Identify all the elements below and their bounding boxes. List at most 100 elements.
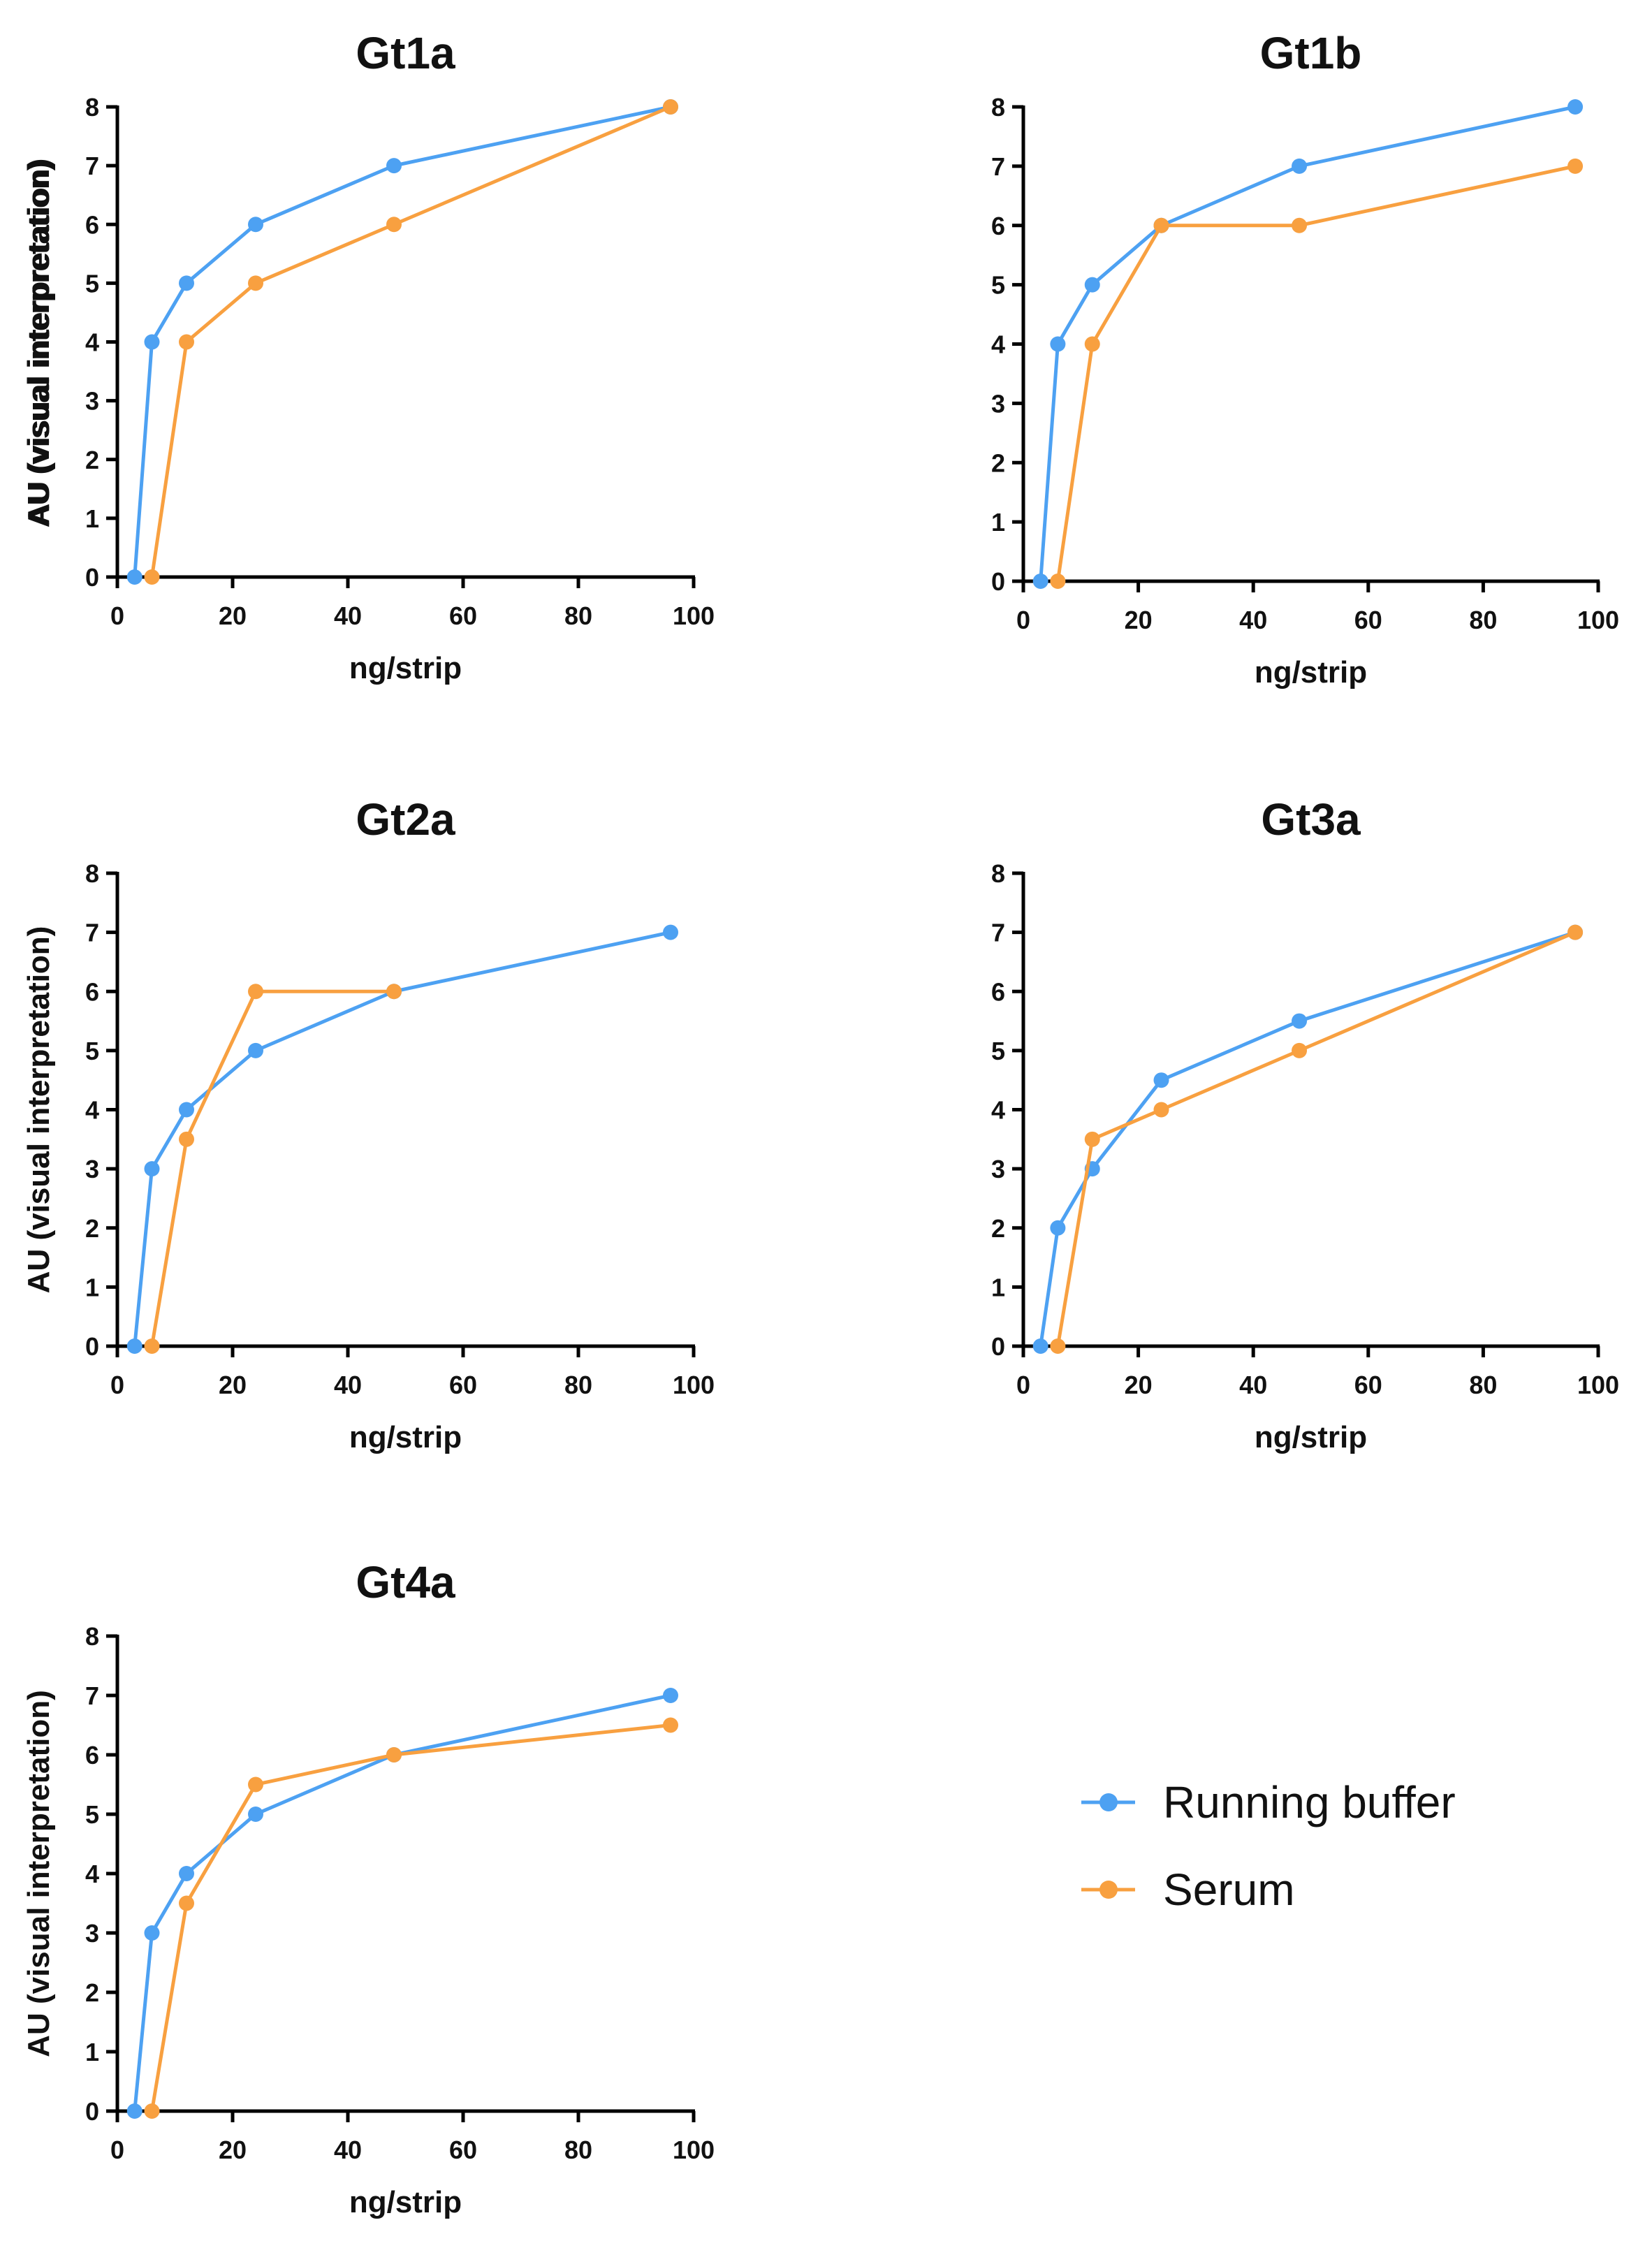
data-point-serum bbox=[386, 217, 402, 233]
y-tick-label: 1 bbox=[85, 1273, 99, 1301]
x-tick-label: 0 bbox=[110, 2136, 124, 2164]
chart-title: Gt4a bbox=[356, 1557, 455, 1607]
x-tick-label: 60 bbox=[1354, 606, 1382, 634]
x-tick-label: 40 bbox=[334, 601, 362, 630]
data-point-running-buffer bbox=[386, 158, 402, 174]
y-tick-label: 1 bbox=[991, 1273, 1005, 1301]
y-tick-label: 5 bbox=[991, 1037, 1005, 1065]
data-point-serum bbox=[179, 1131, 194, 1147]
y-tick-label: 5 bbox=[85, 1800, 99, 1829]
series-line-running-buffer bbox=[1039, 105, 1576, 582]
series-line-serum bbox=[1055, 931, 1577, 1347]
y-tick-label: 2 bbox=[991, 1214, 1005, 1243]
x-tick-label: 100 bbox=[1577, 1371, 1619, 1399]
y-tick-label: 6 bbox=[991, 977, 1005, 1006]
y-tick-label: 3 bbox=[85, 1919, 99, 1948]
y-tick-label: 2 bbox=[991, 448, 1005, 477]
data-point-serum bbox=[386, 984, 402, 1000]
data-point-serum bbox=[1084, 336, 1100, 352]
x-tick-label: 20 bbox=[219, 1371, 247, 1399]
y-tick-label: 0 bbox=[991, 1332, 1005, 1361]
y-tick-label: 1 bbox=[85, 504, 99, 533]
y-tick-label: 0 bbox=[85, 563, 99, 592]
x-tick-label: 100 bbox=[1577, 606, 1619, 634]
y-tick-label: 7 bbox=[991, 919, 1005, 947]
y-tick-label: 3 bbox=[85, 1155, 99, 1183]
data-point-serum bbox=[663, 99, 678, 115]
legend-marker-icon bbox=[1099, 1793, 1118, 1811]
series-line-running-buffer bbox=[133, 105, 671, 578]
series-line-serum bbox=[150, 989, 394, 1347]
data-point-running-buffer bbox=[248, 217, 263, 233]
data-point-serum bbox=[248, 275, 263, 291]
y-axis-title: AU (visual interpretation) bbox=[22, 1690, 56, 2057]
legend-item-running-buffer: Running buffer bbox=[1081, 1777, 1456, 1827]
x-tick-label: 20 bbox=[219, 601, 247, 630]
y-tick-label: 6 bbox=[85, 977, 99, 1006]
data-point-running-buffer bbox=[1050, 336, 1066, 352]
y-tick-label: 2 bbox=[85, 1214, 99, 1243]
y-tick-label: 6 bbox=[991, 212, 1005, 240]
y-tick-label: 8 bbox=[991, 859, 1005, 888]
x-tick-label: 0 bbox=[1016, 1371, 1030, 1399]
x-tick-label: 80 bbox=[564, 2136, 592, 2164]
x-axis-title: ng/strip bbox=[1255, 1420, 1367, 1454]
x-tick-label: 100 bbox=[673, 1371, 715, 1399]
x-tick-label: 80 bbox=[1469, 1371, 1497, 1399]
chart-title: Gt1b bbox=[1260, 28, 1362, 78]
data-point-serum bbox=[1292, 217, 1308, 233]
y-tick-label: 2 bbox=[85, 1978, 99, 2007]
x-axis-title: ng/strip bbox=[349, 1420, 462, 1454]
data-point-running-buffer bbox=[144, 1925, 160, 1941]
data-point-serum bbox=[1153, 1102, 1169, 1118]
data-point-running-buffer bbox=[1032, 574, 1048, 589]
data-point-serum bbox=[1567, 924, 1584, 940]
y-tick-label: 7 bbox=[991, 152, 1005, 181]
data-point-running-buffer bbox=[1567, 99, 1584, 115]
data-point-running-buffer bbox=[179, 1102, 194, 1118]
x-tick-label: 20 bbox=[219, 2136, 247, 2164]
y-tick-label: 0 bbox=[85, 1332, 99, 1361]
x-tick-label: 0 bbox=[110, 601, 124, 630]
x-tick-label: 40 bbox=[334, 1371, 362, 1399]
series-line-running-buffer bbox=[133, 931, 671, 1347]
y-tick-label: 4 bbox=[85, 328, 99, 357]
data-point-serum bbox=[144, 2103, 160, 2119]
data-point-running-buffer bbox=[1032, 1338, 1048, 1354]
data-point-serum bbox=[144, 1338, 160, 1354]
x-tick-label: 100 bbox=[673, 601, 715, 630]
data-point-serum bbox=[179, 334, 194, 350]
x-tick-label: 80 bbox=[564, 601, 592, 630]
series-line-running-buffer bbox=[133, 1693, 671, 2112]
y-tick-label: 5 bbox=[85, 1037, 99, 1065]
legend-item-serum: Serum bbox=[1081, 1864, 1295, 1915]
x-tick-label: 20 bbox=[1125, 606, 1153, 634]
y-tick-label: 0 bbox=[991, 567, 1005, 596]
data-point-running-buffer bbox=[1292, 1013, 1308, 1029]
data-point-serum bbox=[1050, 574, 1066, 589]
y-axis-title: AU (visual interpretation) bbox=[22, 926, 56, 1294]
chart-title: Gt1a bbox=[356, 28, 455, 78]
data-point-running-buffer bbox=[126, 1338, 142, 1354]
data-point-running-buffer bbox=[126, 569, 142, 585]
data-point-running-buffer bbox=[1292, 158, 1308, 174]
data-point-running-buffer bbox=[663, 924, 678, 940]
data-point-running-buffer bbox=[663, 1688, 678, 1703]
x-tick-label: 80 bbox=[1469, 606, 1497, 634]
series-line-serum bbox=[1055, 164, 1576, 582]
legend-label: Running buffer bbox=[1163, 1777, 1456, 1827]
y-tick-label: 5 bbox=[991, 271, 1005, 300]
data-point-serum bbox=[248, 984, 263, 1000]
y-tick-label: 4 bbox=[85, 1860, 99, 1888]
data-point-serum bbox=[144, 569, 160, 585]
y-tick-label: 8 bbox=[85, 1622, 99, 1651]
data-point-running-buffer bbox=[179, 275, 194, 291]
y-tick-label: 7 bbox=[85, 1681, 99, 1710]
y-tick-label: 1 bbox=[991, 508, 1005, 537]
y-axis-title: AU (visual interpretation) bbox=[22, 159, 56, 526]
x-tick-label: 60 bbox=[449, 1371, 477, 1399]
